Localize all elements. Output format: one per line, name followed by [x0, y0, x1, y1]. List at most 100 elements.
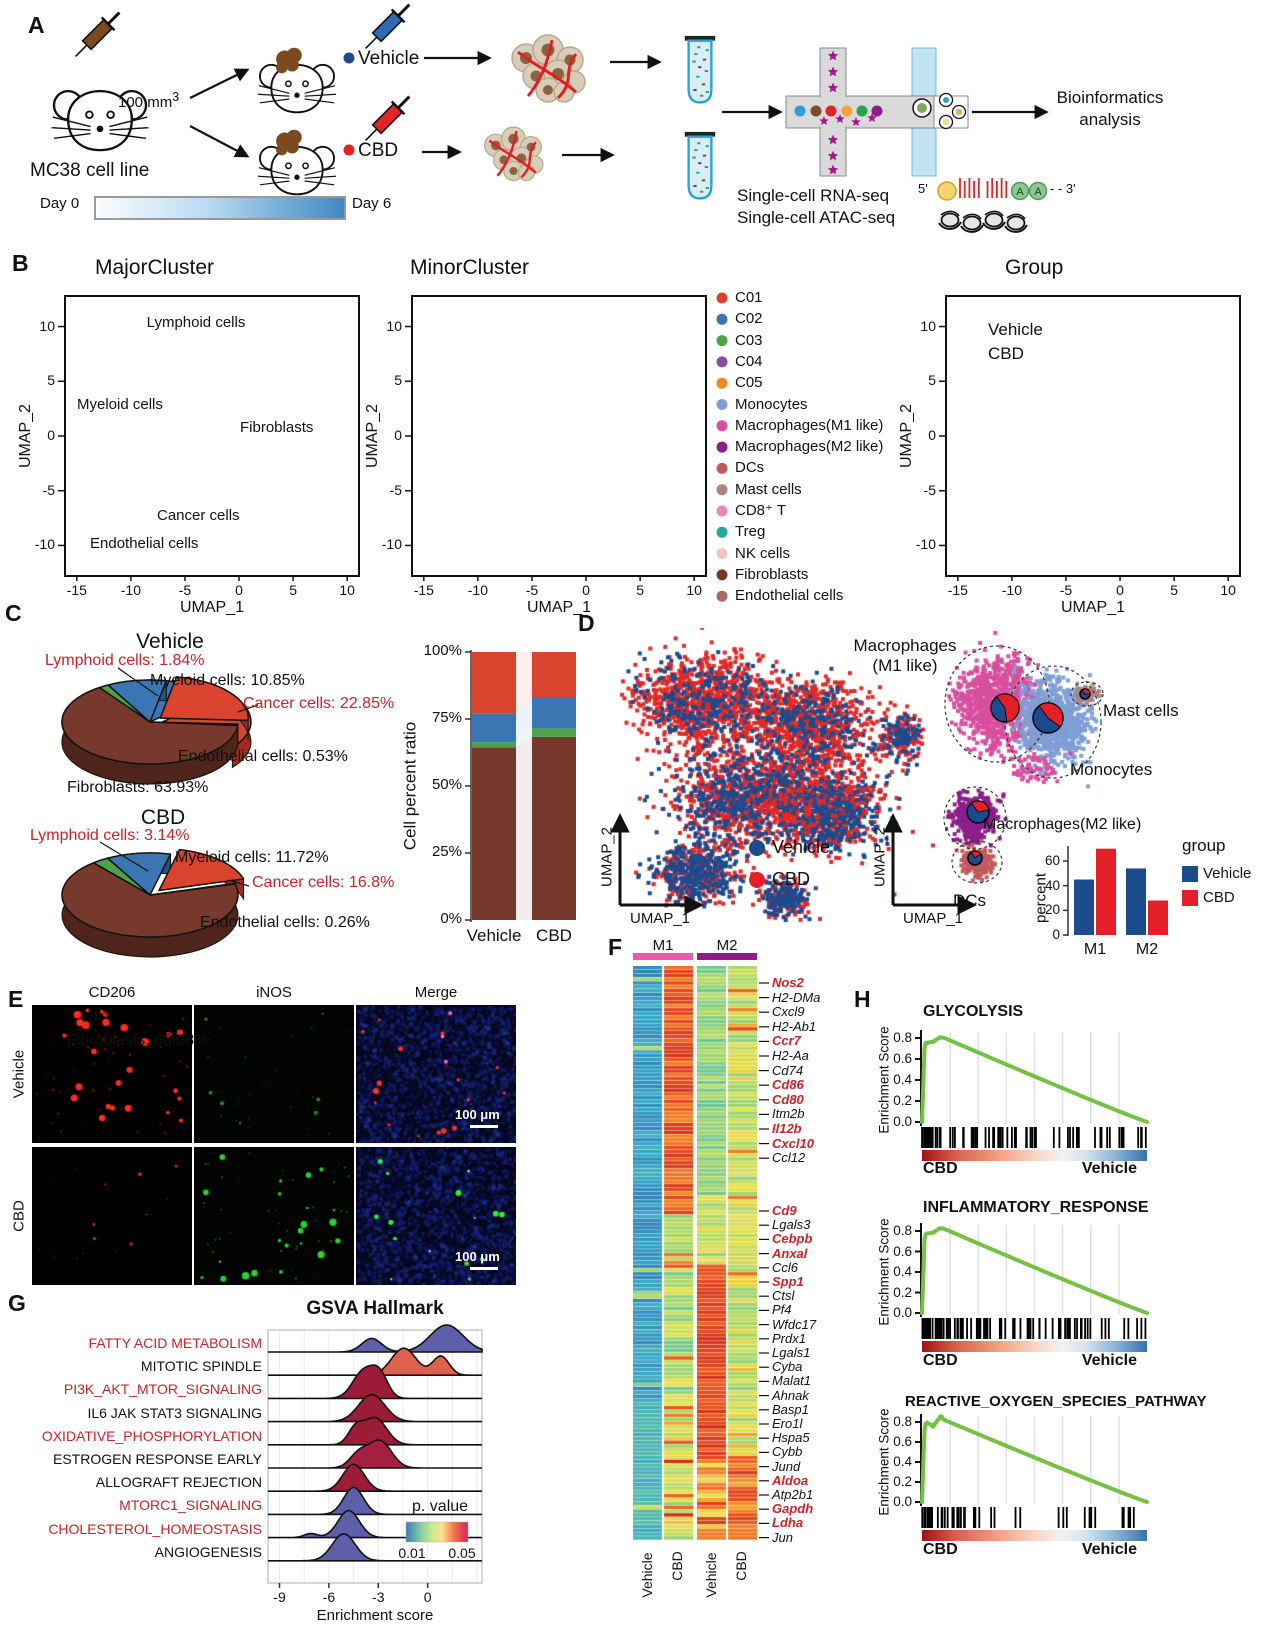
m1m2-category: M1 — [1083, 941, 1107, 958]
heatmap-col-label: Vehicle — [639, 1552, 656, 1598]
panel-e-label: E — [8, 986, 24, 1012]
gene-label: Nos2 — [772, 975, 804, 990]
y-tick-label: -5 — [42, 481, 55, 498]
if-image-tile — [356, 1147, 516, 1285]
gene-label: Wfdc17 — [772, 1316, 817, 1332]
y-tick-label: -10 — [915, 536, 936, 553]
panel-h-label: H — [854, 986, 871, 1012]
panel-d-label: D — [578, 610, 595, 636]
panel-b-label: B — [12, 250, 29, 276]
es-axis-label: Enrichment Score — [876, 1218, 892, 1326]
stack-xlabel-cbd: CBD — [536, 926, 572, 945]
es-ytick: 0.0 — [893, 1494, 912, 1509]
y-tick-label: -5 — [389, 481, 402, 498]
if-image-tile — [32, 1005, 192, 1143]
gsva-xtick: 0 — [423, 1589, 432, 1605]
y-tick-label: -10 — [34, 536, 55, 553]
group-legend-item: Vehicle — [988, 320, 1043, 339]
three-prime-label: - - 3' — [1050, 181, 1076, 196]
gene-label: Anxal — [772, 1245, 808, 1261]
m1-label-2: (M1 like) — [872, 656, 938, 675]
x-tick-label: -10 — [1001, 582, 1022, 598]
minor-legend-item: DCs — [735, 459, 765, 477]
gene-label: Cyba — [772, 1359, 803, 1375]
stack-ylabel: Cell percent ratio — [400, 721, 420, 851]
panel-c-label: C — [5, 600, 22, 626]
gene-label: H2-DMa — [772, 989, 821, 1005]
volume-sup: 3 — [172, 90, 180, 104]
gene-label: Lgals1 — [772, 1345, 811, 1360]
gene-label: Cd86 — [772, 1077, 804, 1093]
y-tick-label: 10 — [39, 317, 55, 334]
gene-label: Jun — [772, 1529, 793, 1545]
minor-legend-item: Fibroblasts — [735, 565, 809, 583]
pie-slice-label: Endothelial cells: 0.26% — [200, 914, 370, 931]
minor-legend-item: C04 — [735, 352, 763, 370]
minor-legend-item: CD8⁺ T — [735, 502, 786, 519]
y-tick-label: 10 — [920, 317, 936, 334]
stack-ytick: 100% — [423, 642, 462, 659]
heatmap-col-label: CBD — [669, 1551, 686, 1581]
x-tick-label: 5 — [1170, 582, 1179, 598]
minorcluster-title: MinorCluster — [410, 256, 530, 279]
es-ytick: 0.4 — [893, 1072, 912, 1087]
gene-label: Malat1 — [772, 1373, 812, 1389]
stack-ytick: 0% — [440, 910, 462, 927]
pie-slice-label: Fibroblasts: 63.93% — [67, 779, 209, 796]
m2-label: Macrophages(M2 like) — [983, 816, 1142, 833]
x-tick-label: -15 — [66, 582, 87, 598]
minor-legend-item: Mast cells — [735, 480, 802, 498]
es-ytick: 0.8 — [893, 1223, 912, 1238]
minor-legend-item: NK cells — [735, 544, 791, 562]
heatmap-group-header: M2 — [716, 937, 738, 954]
gsva-xtick: -6 — [322, 1589, 336, 1605]
umap2-arrow-label: UMAP_2 — [871, 826, 889, 888]
cbd-group-label: CBD — [358, 140, 399, 161]
umap2-axis-label: UMAP_2 — [898, 403, 916, 469]
dcs-label: DCs — [953, 891, 987, 910]
gsva-row-label: ESTROGEN RESPONSE EARLY — [52, 1451, 262, 1467]
gene-label: Itm2b — [772, 1106, 805, 1122]
es-ytick: 0.2 — [893, 1093, 912, 1108]
gsea-title-glycolysis: GLYCOLYSIS — [923, 1003, 1024, 1020]
majorcluster-title: MajorCluster — [95, 256, 215, 279]
panel-f-label: F — [608, 934, 623, 960]
if-column-header: Merge — [414, 984, 458, 1001]
scale-bar-label: 100 μm — [455, 1107, 500, 1122]
gsea-right-label: Vehicle — [1081, 1352, 1137, 1369]
pie-slice-label: Cancer cells: 22.85% — [243, 695, 395, 712]
minor-legend-item: Macrophages(M1 like) — [735, 416, 884, 434]
gene-label: Cybb — [772, 1444, 803, 1460]
heatmap-group-header: M1 — [652, 937, 674, 954]
myeloid-group-umap — [600, 628, 940, 928]
umap1-arrow-label: UMAP_1 — [629, 910, 691, 927]
cluster-annotation: Lymphoid cells — [146, 314, 246, 331]
x-tick-label: 10 — [686, 582, 702, 598]
y-tick-label: -10 — [381, 536, 402, 553]
x-tick-label: -5 — [178, 582, 192, 598]
pie-slice-label: Myeloid cells: 11.72% — [175, 849, 329, 866]
gsva-row-label: FATTY ACID METABOLISM — [88, 1335, 262, 1351]
bioinformatics-label-2: analysis — [1079, 110, 1141, 129]
x-tick-label: 10 — [1220, 582, 1236, 598]
gene-label: Atp2b1 — [772, 1487, 814, 1502]
gsea-left-label: CBD — [923, 1160, 958, 1177]
group-legend-item: CBD — [988, 344, 1024, 363]
d-bar-legend-item: CBD — [1203, 889, 1235, 906]
percent-tick: 60 — [1044, 853, 1060, 869]
stack-ytick: 50% — [431, 776, 462, 793]
umap2-arrow-label: UMAP_2 — [598, 826, 616, 888]
scale-bar-label: 100 μm — [455, 1249, 500, 1264]
if-column-header: CD206 — [88, 984, 136, 1001]
pie-slice-label: Myeloid cells: 10.85% — [150, 672, 305, 689]
mast-label: Mast cells — [1103, 701, 1179, 720]
gene-label: Cd80 — [772, 1091, 804, 1107]
umap1-axis-label: UMAP_1 — [1060, 599, 1126, 616]
x-tick-label: -5 — [1059, 582, 1073, 598]
gsva-row-label: IL6 JAK STAT3 SIGNALING — [87, 1404, 262, 1421]
gsea-right-label: Vehicle — [1081, 1541, 1137, 1558]
if-image-tile — [32, 1147, 192, 1285]
pie-slice-label: Fibroblasts: 68.08% — [67, 1032, 209, 1049]
gene-label: Ccl6 — [772, 1259, 799, 1275]
